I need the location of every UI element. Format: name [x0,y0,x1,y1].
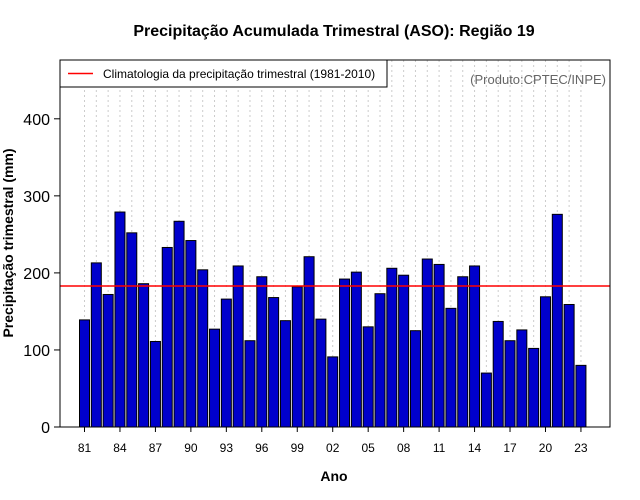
chart-title: Precipitação Acumulada Trimestral (ASO):… [133,23,534,40]
bar-1997 [268,297,280,428]
x-tick-label: 81 [78,441,92,455]
product-label: (Produto:CPTEC/INPE) [470,72,606,87]
x-tick-label: 02 [326,441,340,455]
y-tick-label: 400 [23,112,50,129]
bar-2007 [386,267,398,428]
x-tick-label: 08 [397,441,411,455]
y-tick-label: 200 [23,266,50,283]
bar-1995 [244,340,256,428]
y-axis-title: Precipitação trimestral (mm) [0,148,16,337]
bar-2006 [374,293,386,428]
bar-2022 [563,303,575,428]
bar-2002 [327,356,339,428]
x-tick-label: 14 [468,441,482,455]
bar-2021 [551,213,563,428]
bar-2004 [350,271,362,428]
legend: Climatologia da precipitação trimestral … [59,59,388,88]
bar-1985 [126,232,138,428]
bar-1998 [279,320,291,428]
y-axis: 0 100 200 300 400 [23,112,60,437]
x-tick-label: 17 [503,441,517,455]
bar-2019 [528,347,540,428]
bar-1990 [185,240,197,428]
legend-label: Climatologia da precipitação trimestral … [103,67,375,81]
x-tick-label: 84 [113,441,127,455]
x-tick-label: 90 [184,441,198,455]
bar-1984 [114,211,126,428]
legend-box [59,59,388,88]
x-tick-label: 93 [220,441,234,455]
bar-1992 [209,328,221,428]
bar-2020 [539,296,551,428]
bar-1991 [197,269,209,428]
bar-1988 [161,246,173,428]
bar-1983 [102,293,114,428]
y-tick-label: 300 [23,189,50,206]
x-tick-label: 99 [291,441,305,455]
bar-2010 [421,258,433,428]
bar-2000 [303,256,315,428]
bar-2001 [315,318,327,428]
bar-1999 [291,286,303,428]
bar-2016 [492,320,504,428]
x-tick-label: 23 [574,441,588,455]
x-tick-label: 11 [433,441,446,455]
bar-2005 [362,326,374,428]
bar-2023 [575,364,587,428]
x-tick-label: 05 [362,441,376,455]
x-tick-label: 20 [539,441,553,455]
bar-1989 [173,220,185,428]
bar-1986 [138,283,150,428]
bar-2003 [339,278,351,428]
bar-2013 [457,276,469,428]
bar-2015 [480,372,492,428]
bar-2008 [398,274,410,428]
y-tick-label: 0 [41,420,50,437]
bar-2009 [409,330,421,428]
bar-2017 [504,340,516,428]
x-axis-title: Ano [320,468,347,484]
bar-1994 [232,265,244,428]
x-tick-label: 96 [255,441,269,455]
bar-2011 [433,263,445,428]
bars-layer [79,211,587,428]
bar-2012 [445,307,457,428]
bar-2014 [469,265,481,428]
x-tick-label: 87 [149,441,163,455]
bar-1996 [256,276,268,428]
bar-1993 [220,298,232,428]
bar-1981 [79,319,90,428]
bar-1987 [149,340,161,428]
x-axis: 81 84 87 90 93 96 99 02 05 08 11 14 17 20 23 [78,427,588,455]
y-tick-label: 100 [23,343,50,360]
bar-1982 [90,262,102,428]
bar-2018 [516,329,528,428]
